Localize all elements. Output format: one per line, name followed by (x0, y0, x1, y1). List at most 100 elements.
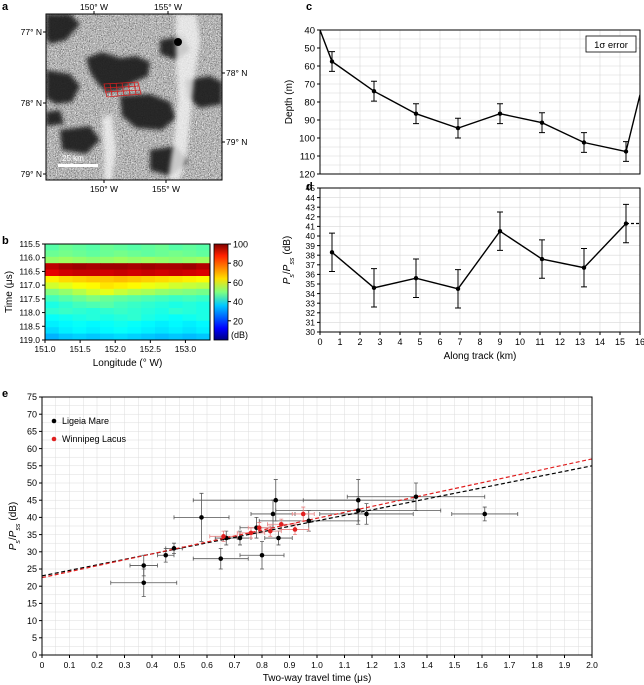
scatter-y-tick-label: 60 (27, 444, 37, 454)
scatter-point (141, 563, 147, 568)
heatmap-cell (86, 256, 101, 264)
heatmap-cell (45, 282, 60, 290)
heatmap-cell (141, 263, 156, 270)
scatter-x-tick-label: 2.0 (586, 660, 598, 670)
heatmap-cell (168, 320, 183, 328)
heatmap-cell (155, 333, 170, 341)
heatmap-cell (127, 250, 142, 258)
backscatter-point (497, 229, 503, 234)
scatter-point (221, 534, 226, 539)
heatmap-cell (72, 314, 87, 322)
heatmap-cell (182, 250, 197, 258)
scatter-y-tick-label: 40 (27, 513, 37, 523)
depth-point (623, 149, 629, 154)
scatter-x-axis-title: Two-way travel time (μs) (263, 673, 372, 684)
heatmap-cell (113, 314, 128, 322)
scatter-x-tick-label: 0.6 (201, 660, 213, 670)
depth-y-tick-label: 110 (300, 152, 315, 163)
heatmap-y-axis-title: Time (μs) (4, 271, 15, 313)
heatmap-cell (141, 244, 156, 251)
backscatter-y-tick-label: 32 (306, 308, 316, 318)
scatter-point (355, 508, 361, 513)
heatmap-cell (72, 308, 87, 315)
heatmap-cell (182, 244, 197, 251)
heatmap-cell (58, 295, 73, 302)
scatter-y-tick-label: 75 (27, 392, 37, 402)
heatmap-cell (196, 308, 211, 315)
heatmap-cell (168, 327, 183, 334)
heatmap-cells (45, 244, 211, 341)
heatmap-cell (182, 288, 197, 296)
heatmap-cell (127, 282, 142, 290)
backscatter-x-tick-label: 13 (575, 337, 585, 347)
panel-label-e: e (2, 388, 8, 400)
backscatter-x-tick-label: 9 (497, 337, 502, 347)
heatmap-cell (86, 333, 101, 341)
scatter-x-tick-label: 1.4 (421, 660, 433, 670)
travel-time-series (42, 458, 592, 597)
backscatter-x-tick-label: 2 (357, 337, 362, 347)
lat-label-left-2: 78° N (21, 98, 42, 108)
heatmap-cell (45, 327, 60, 334)
lon-label-top-1: 150° W (80, 2, 108, 12)
heatmap-cell (72, 333, 87, 341)
heatmap-cell (100, 250, 115, 258)
scatter-y-axis-title: Ps/Pss(dB) (8, 502, 22, 551)
scatter-point (413, 494, 419, 500)
heatmap-cell (196, 320, 211, 328)
heatmap-cell (45, 295, 60, 302)
scatter-point (482, 511, 488, 517)
heatmap-cell (141, 301, 156, 309)
scatter-x-tick-label: 0.7 (229, 660, 241, 670)
heatmap-cell (45, 308, 60, 315)
heatmap-cell (45, 263, 60, 270)
heatmap-cell (86, 288, 101, 296)
backscatter-x-tick-label: 1 (337, 337, 342, 347)
backscatter-point (413, 276, 419, 281)
colorbar-tick-label: 60 (233, 278, 243, 288)
scatter-x-tick-label: 1.7 (504, 660, 516, 670)
heatmap-cell (196, 256, 211, 264)
backscatter-y-tick-label: 45 (306, 183, 316, 193)
backscatter-point (329, 250, 335, 255)
depth-point (329, 59, 335, 64)
heatmap-cell (155, 314, 170, 322)
heatmap-axes: 115.5 116.0 116.5 117.0 117.5 118.0 118.5 119.0… (4, 239, 196, 369)
backscatter-series (329, 203, 640, 309)
heatmap-y-tick-label: 119.0 (19, 335, 40, 345)
heatmap-cell (58, 282, 73, 290)
colorbar (213, 243, 229, 341)
map-ticks (43, 11, 225, 183)
scatter-point (199, 515, 204, 520)
heatmap-cell (113, 308, 128, 315)
heatmap-cell (141, 250, 156, 258)
heatmap-cell (86, 301, 101, 309)
fit-line (42, 458, 592, 579)
panel-label-b: b (2, 235, 9, 247)
heatmap-cell (155, 301, 170, 309)
heatmap-cell (72, 301, 87, 309)
radar-map-panel: a (2, 1, 247, 194)
backscatter-y-tick-label: 39 (306, 241, 316, 251)
scatter-point (256, 525, 262, 531)
heatmap-cell (100, 320, 115, 328)
heatmap-cell (127, 301, 142, 309)
scatter-point (278, 521, 284, 527)
heatmap-cell (45, 288, 60, 296)
lon-label-bottom-1: 150° W (90, 184, 118, 194)
heatmap-cell (100, 314, 115, 322)
depth-y-tick-label: 80 (304, 98, 315, 109)
backscatter-line (331, 223, 627, 290)
heatmap-cell (196, 288, 211, 296)
heatmap-cell (113, 301, 128, 309)
backscatter-x-tick-label: 3 (377, 337, 382, 347)
heatmap-cell (58, 333, 73, 341)
scatter-point (259, 552, 265, 558)
heatmap-cell (86, 295, 101, 302)
heatmap-cell (155, 288, 170, 296)
depth-point (455, 125, 461, 131)
heatmap-cell (196, 333, 211, 341)
heatmap-cell (127, 314, 142, 322)
heatmap-cell (182, 327, 197, 334)
